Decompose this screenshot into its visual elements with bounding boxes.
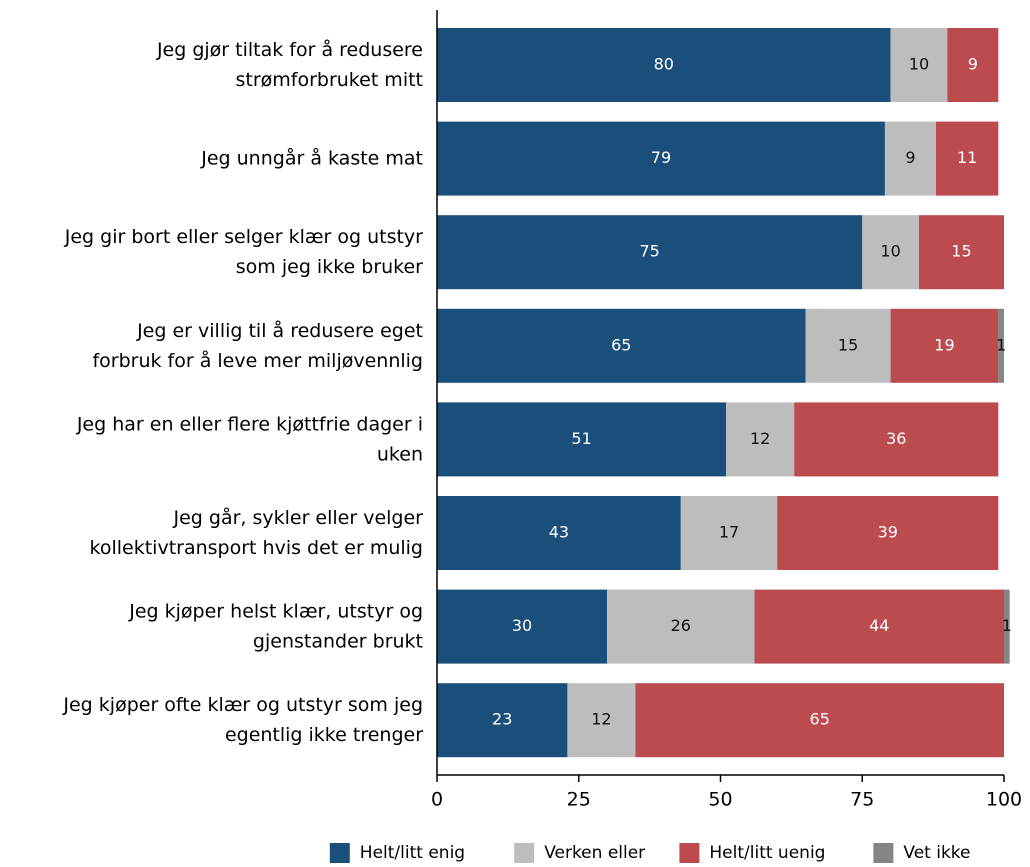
legend-label: Helt/litt enig: [360, 843, 465, 863]
category-line: strømforbruket mitt: [235, 69, 423, 91]
x-tick-label: 0: [431, 789, 443, 811]
bar-segment: [680, 496, 778, 570]
bar-segment: [805, 308, 891, 383]
value-label: 12: [750, 429, 770, 448]
x-tick-label: 100: [986, 789, 1022, 811]
category-label: Jeg har en eller flere kjøttfrie dager i…: [76, 413, 423, 465]
value-label: 19: [934, 335, 954, 354]
value-label: 44: [869, 616, 889, 635]
value-label: 80: [654, 55, 674, 74]
bar-segment: [890, 28, 948, 102]
bar-segment: [754, 589, 1004, 664]
category-label: Jeg gir bort eller selger klær og utstyr…: [64, 226, 423, 278]
value-label: 30: [512, 616, 532, 635]
bar-segment: [437, 215, 863, 290]
bar-segment: [437, 308, 806, 383]
legend-swatch: [329, 843, 350, 863]
category-line: Jeg går, sykler eller velger: [172, 506, 423, 529]
category-line: som jeg ikke bruker: [236, 256, 423, 278]
category-line: Jeg er villig til å redusere eget: [136, 318, 423, 341]
category-line: Jeg har en eller flere kjøttfrie dager i: [76, 413, 423, 435]
category-label: Jeg er villig til å redusere eget forbruk…: [92, 318, 423, 371]
bar-segment: [567, 683, 636, 758]
value-label: 79: [651, 148, 671, 167]
value-label: 36: [886, 429, 906, 448]
x-tick-label: 50: [708, 789, 732, 811]
value-label: 23: [492, 710, 512, 729]
value-label: 9: [968, 55, 978, 74]
legend-label: Verken eller: [544, 843, 645, 863]
bar-segment: [862, 215, 919, 290]
value-label: 65: [810, 710, 830, 729]
category-line: Jeg kjøper helst klær, utstyr og: [128, 600, 423, 622]
x-tick-label: 25: [567, 789, 591, 811]
category-line: Jeg gir bort eller selger klær og utstyr: [64, 226, 423, 248]
bar-segment: [437, 28, 891, 102]
value-label: 12: [591, 710, 611, 729]
value-label: 10: [880, 242, 900, 261]
legend-swatch: [514, 843, 535, 863]
category-line: gjenstander brukt: [253, 630, 423, 652]
bar-segment: [1004, 589, 1010, 664]
value-label: 17: [719, 523, 739, 542]
value-label: 26: [671, 616, 691, 635]
bar-segment: [437, 589, 608, 664]
category-line: egentlig ikke trenger: [225, 724, 423, 746]
category-label: Jeg går, sykler eller velger kollektivtra…: [90, 506, 424, 559]
value-label: 75: [639, 242, 659, 261]
category-label: Jeg gjør tiltak for å redusere strømforbr…: [156, 38, 423, 91]
bar-segment: [998, 308, 1004, 383]
bar-segment: [794, 402, 999, 477]
category-label: Jeg kjøper helst klær, utstyr og gjenstan…: [128, 600, 423, 652]
bar-segment: [884, 121, 936, 196]
bar-segment: [726, 402, 795, 477]
bar-segment: [635, 683, 1004, 758]
bar-segment: [437, 402, 727, 477]
bar-segment: [947, 28, 999, 102]
value-label: 1: [1002, 616, 1012, 635]
legend-swatch: [679, 843, 700, 863]
value-label: 51: [571, 429, 591, 448]
category-line: Jeg kjøper ofte klær og utstyr som jeg: [62, 694, 423, 716]
category-line: Jeg gjør tiltak for å redusere: [156, 38, 423, 61]
x-tick-label: 75: [850, 789, 874, 811]
value-label: 15: [838, 335, 858, 354]
bar-segment: [437, 683, 568, 758]
value-label: 43: [549, 523, 569, 542]
value-label: 15: [951, 242, 971, 261]
category-label: Jeg unngår å kaste mat: [200, 146, 423, 169]
bar-segment: [437, 121, 885, 196]
category-line: forbruk for å leve mer miljøvennlig: [92, 348, 423, 371]
value-label: 9: [905, 148, 915, 167]
bar-segment: [890, 308, 999, 383]
value-label: 65: [611, 335, 631, 354]
legend-label: Helt/litt uenig: [709, 843, 825, 863]
category-line: kollektivtransport hvis det er mulig: [90, 537, 423, 559]
value-label: 1: [996, 335, 1006, 354]
bar-segment: [777, 496, 999, 570]
legend-swatch: [873, 843, 894, 863]
bar-segment: [935, 121, 999, 196]
category-line: Jeg unngår å kaste mat: [200, 146, 423, 169]
bar-segment: [918, 215, 1004, 290]
category-label: Jeg kjøper ofte klær og utstyr som jeg eg…: [62, 694, 423, 746]
bar-segment: [607, 589, 755, 664]
bar-segment: [437, 496, 681, 570]
category-line: uken: [377, 443, 423, 465]
value-label: 11: [957, 148, 977, 167]
value-label: 39: [878, 523, 898, 542]
legend-label: Vet ikke: [903, 843, 970, 863]
value-label: 10: [909, 55, 929, 74]
